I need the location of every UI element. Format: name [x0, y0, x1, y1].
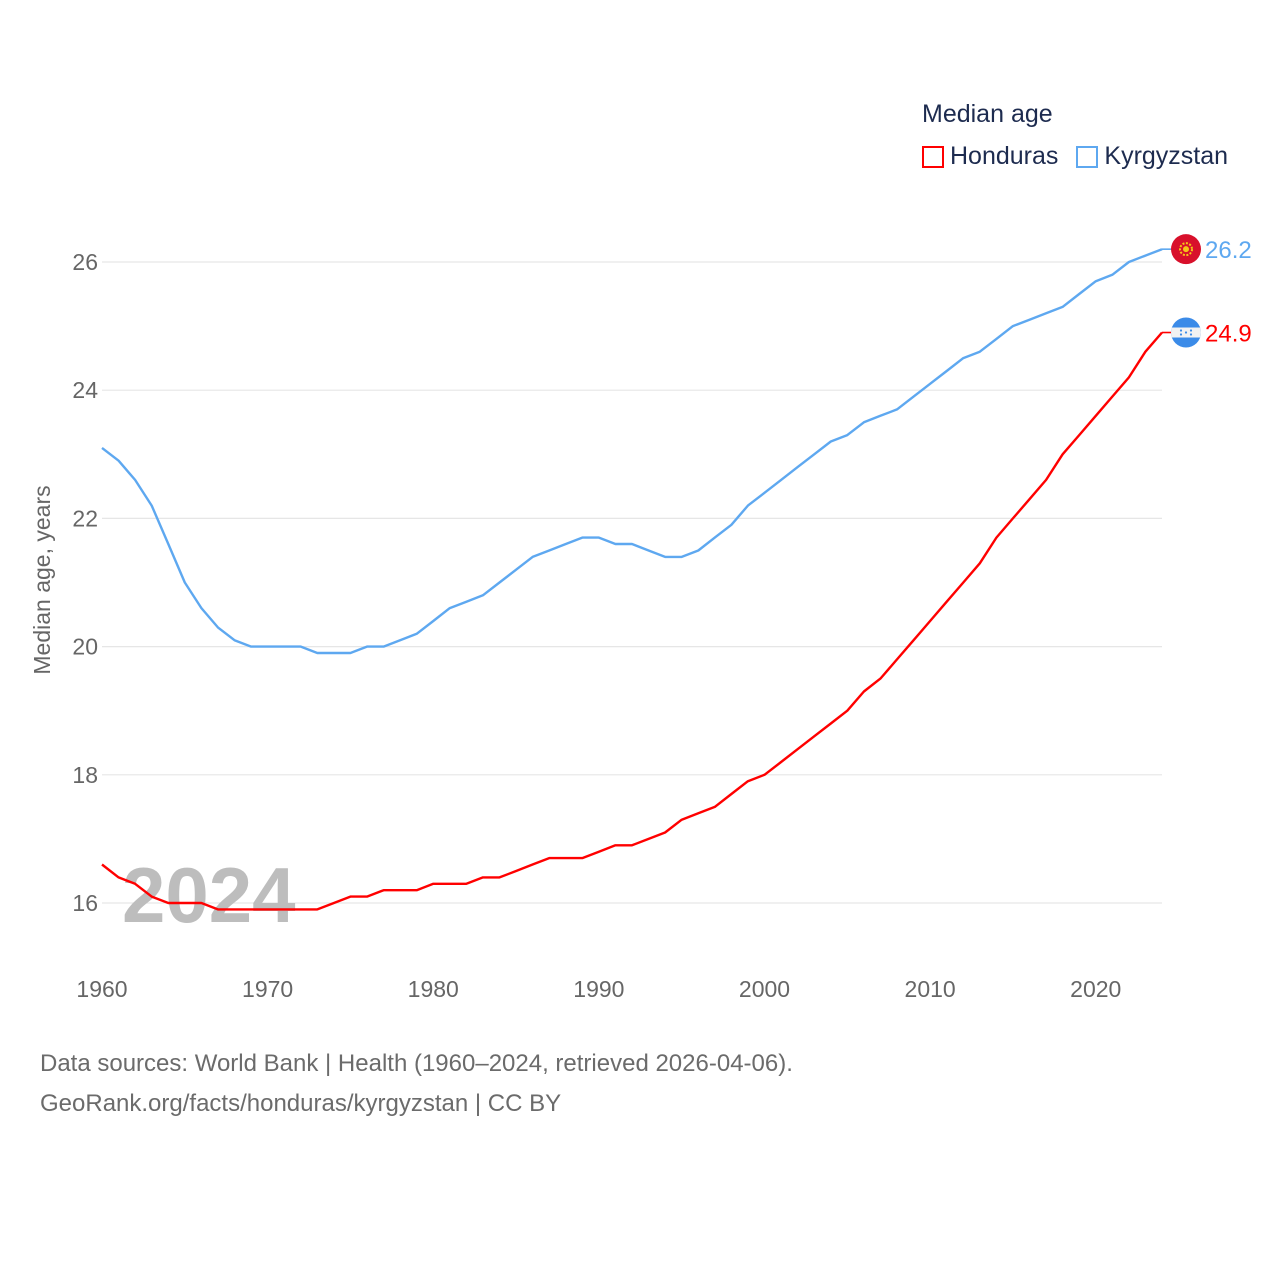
legend-item-kyrgyzstan[interactable]: Kyrgyzstan [1076, 142, 1228, 171]
series-line-kyrgyzstan [101, 248, 1163, 655]
y-tick-label: 18 [72, 762, 98, 788]
flag-honduras-icon [1171, 317, 1201, 348]
legend-swatch-honduras [922, 145, 944, 168]
legend-label: Kyrgyzstan [1104, 142, 1229, 170]
legend-title: Median age [922, 100, 1053, 128]
legend-item-honduras[interactable]: Honduras [922, 142, 1058, 171]
source-note: Data sources: World Bank | Health (1960–… [40, 1044, 793, 1124]
legend: Honduras Kyrgyzstan [922, 142, 1228, 171]
end-value-label: 26.2 [1205, 237, 1252, 264]
x-tick-label: 2000 [739, 976, 790, 1002]
x-tick-label: 1990 [573, 976, 624, 1002]
y-tick-label: 22 [72, 505, 98, 531]
source-line-1: Data sources: World Bank | Health (1960–… [40, 1050, 793, 1077]
y-tick-label: 26 [72, 249, 98, 275]
source-line-2: GeoRank.org/facts/honduras/kyrgyzstan | … [40, 1090, 562, 1117]
y-tick-label: 24 [72, 377, 98, 403]
x-tick-label: 2010 [905, 976, 956, 1002]
end-value-label: 24.9 [1205, 321, 1252, 348]
series-line-honduras [101, 331, 1163, 911]
x-tick-label: 1960 [76, 976, 127, 1002]
y-axis-label: Median age, years [29, 485, 55, 674]
legend-swatch-kyrgyzstan [1076, 145, 1099, 168]
y-tick-label: 16 [72, 890, 98, 916]
y-tick-label: 20 [72, 634, 98, 660]
x-tick-label: 1980 [408, 976, 459, 1002]
x-tick-label: 2020 [1070, 976, 1121, 1002]
x-tick-label: 1970 [242, 976, 293, 1002]
legend-label: Honduras [950, 142, 1059, 170]
flag-kyrgyzstan-icon [1171, 234, 1201, 265]
